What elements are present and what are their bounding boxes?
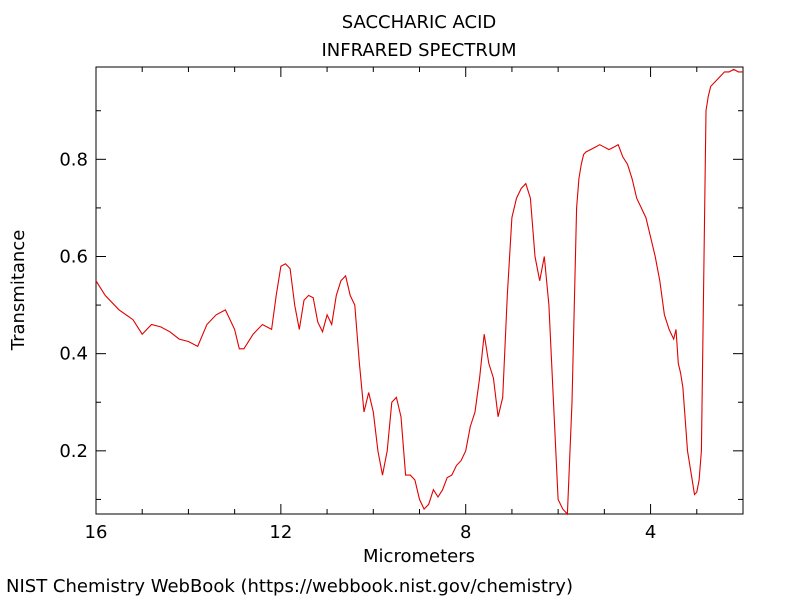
x-tick-label: 16 — [85, 522, 108, 543]
spectrum-line — [95, 68, 743, 516]
source-credit: NIST Chemistry WebBook (https://webbook.… — [6, 576, 573, 597]
y-axis-label: Transmitance — [8, 230, 29, 352]
x-axis: 16 12 8 4 — [85, 67, 698, 543]
x-tick-label: 12 — [269, 522, 292, 543]
y-tick-label: 0.4 — [59, 344, 88, 365]
y-tick-label: 0.2 — [59, 441, 88, 462]
plot-frame — [95, 66, 744, 515]
y-tick-label: 0.8 — [59, 149, 88, 170]
x-tick-label: 8 — [460, 522, 471, 543]
x-tick-label: 4 — [645, 522, 656, 543]
chart-subtitle: INFRARED SPECTRUM — [321, 40, 516, 61]
x-axis-label: Micrometers — [363, 546, 475, 567]
y-tick-label: 0.6 — [59, 246, 88, 267]
chart-title: SACCHARIC ACID — [342, 12, 497, 33]
y-axis: 0.2 0.4 0.6 0.8 — [59, 110, 743, 500]
